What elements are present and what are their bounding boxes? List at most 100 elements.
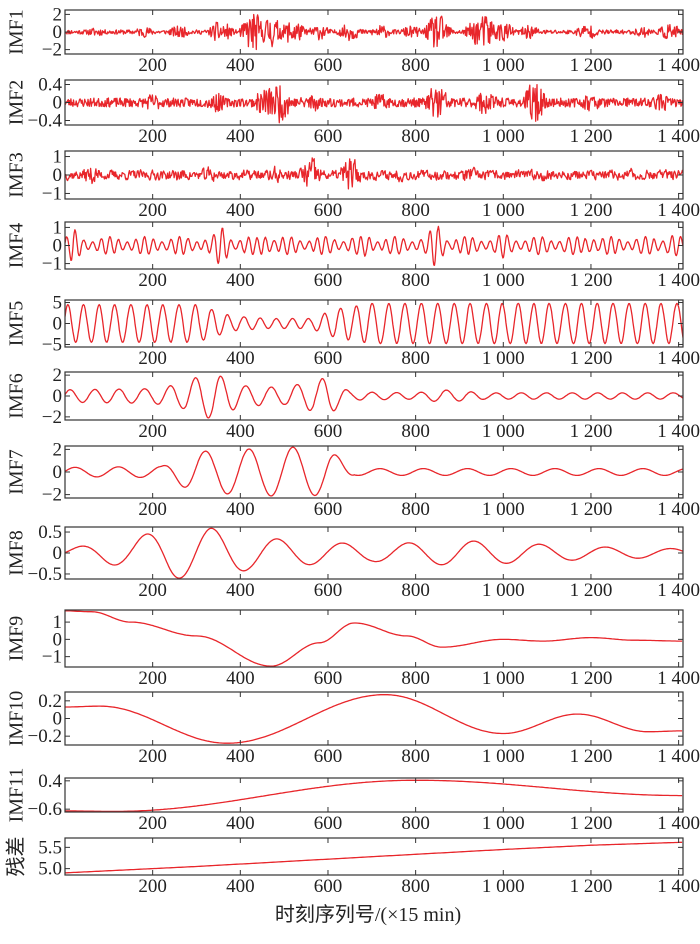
y-tick-label: 1 xyxy=(53,612,63,633)
y-tick-label: 0.4 xyxy=(38,75,62,96)
y-axis-label: IMF6 xyxy=(6,373,28,419)
y-axis-label: IMF7 xyxy=(6,449,28,495)
series-line-12 xyxy=(65,841,683,874)
x-tick-label: 600 xyxy=(314,813,343,834)
x-tick-label: 400 xyxy=(226,668,255,689)
y-tick-label: −1 xyxy=(42,647,62,668)
x-tick-label: 1 400 xyxy=(657,421,700,442)
x-tick-label: 800 xyxy=(401,499,430,520)
subplot-6: 200 400 600 800 1 000 1 200 1 400 20−2 IMF6 xyxy=(6,365,700,442)
x-tick-label: 200 xyxy=(138,55,167,76)
x-tick-label: 200 xyxy=(138,348,167,369)
subplot-4: 200 400 600 800 1 000 1 200 1 400 10−1 IMF4 xyxy=(6,217,700,291)
x-tick-label: 1 200 xyxy=(570,499,613,520)
x-tick-label: 1 000 xyxy=(482,668,525,689)
y-tick-label: 1 xyxy=(53,147,63,168)
subplot-9: 200 400 600 800 1 000 1 200 1 400 10−1 IMF9 xyxy=(6,609,700,689)
x-tick-label: 1 200 xyxy=(570,668,613,689)
x-tick-label: 1 200 xyxy=(570,746,613,767)
x-tick-label: 1 400 xyxy=(657,746,700,767)
x-tick-label: 600 xyxy=(314,876,343,897)
x-tick-label: 1 400 xyxy=(657,668,700,689)
y-tick-label: −0.5 xyxy=(28,564,62,585)
x-tick-label: 1 200 xyxy=(570,55,613,76)
x-tick-label: 600 xyxy=(314,200,343,221)
y-tick-label: 5.0 xyxy=(38,859,62,880)
x-tick-label: 600 xyxy=(314,270,343,291)
x-tick-label: 400 xyxy=(226,746,255,767)
x-tick-label: 1 200 xyxy=(570,580,613,601)
x-tick-label: 1 400 xyxy=(657,499,700,520)
x-tick-label: 1 000 xyxy=(482,746,525,767)
y-tick-label: −0.2 xyxy=(28,726,62,747)
x-tick-label: 1 200 xyxy=(570,813,613,834)
subplot-1: 200 400 600 800 1 000 1 200 1 400 20−2 IMF1 xyxy=(6,4,700,76)
y-tick-label: 0 xyxy=(53,22,63,43)
y-axis-label: IMF4 xyxy=(6,223,28,269)
x-tick-label: 1 400 xyxy=(657,876,700,897)
series-line-9 xyxy=(65,610,683,667)
x-tick-label: 400 xyxy=(226,499,255,520)
plot-frame xyxy=(64,691,684,746)
x-tick-label: 1 000 xyxy=(482,200,525,221)
y-tick-label: −1 xyxy=(42,183,62,204)
x-tick-label: 1 000 xyxy=(482,813,525,834)
subplot-12: 200 400 600 800 1 000 1 200 1 400 5.55.0 残差 xyxy=(5,837,700,898)
x-tick-label: 800 xyxy=(401,126,430,147)
series-line-8 xyxy=(65,527,683,579)
y-tick-label: 0.5 xyxy=(38,522,62,543)
y-tick-label: 0 xyxy=(53,543,63,564)
y-axis-label: IMF3 xyxy=(6,152,28,198)
subplot-7: 200 400 600 800 1 000 1 200 1 400 20−2 IMF7 xyxy=(6,439,700,520)
x-tick-label: 400 xyxy=(226,421,255,442)
y-tick-label: 0 xyxy=(53,314,63,335)
y-tick-label: 0 xyxy=(53,236,63,257)
x-tick-label: 400 xyxy=(226,813,255,834)
x-tick-label: 600 xyxy=(314,580,343,601)
y-tick-label: 5 xyxy=(53,293,63,314)
plot-frame xyxy=(64,837,684,876)
x-tick-label: 400 xyxy=(226,876,255,897)
y-tick-label: 0 xyxy=(53,386,63,407)
x-tick-label: 1 200 xyxy=(570,421,613,442)
x-tick-label: 1 000 xyxy=(482,876,525,897)
y-tick-label: 0 xyxy=(53,462,63,483)
y-tick-label: 5.5 xyxy=(38,837,62,858)
x-tick-label: 600 xyxy=(314,55,343,76)
x-tick-label: 1 200 xyxy=(570,200,613,221)
x-tick-label: 600 xyxy=(314,421,343,442)
series-line-3 xyxy=(65,157,683,190)
x-tick-label: 1 000 xyxy=(482,55,525,76)
y-tick-label: 0 xyxy=(53,629,63,650)
x-tick-label: 400 xyxy=(226,55,255,76)
x-tick-label: 1 200 xyxy=(570,270,613,291)
series-line-4 xyxy=(65,225,683,266)
x-tick-label: 400 xyxy=(226,200,255,221)
x-tick-label: 800 xyxy=(401,580,430,601)
x-tick-label: 1 200 xyxy=(570,348,613,369)
x-tick-label: 200 xyxy=(138,876,167,897)
y-axis-label: IMF9 xyxy=(6,616,28,662)
series-line-6 xyxy=(65,375,683,419)
y-axis-label: 残差 xyxy=(5,837,28,877)
x-tick-label: 800 xyxy=(401,55,430,76)
x-tick-label: 800 xyxy=(401,270,430,291)
series-line-2 xyxy=(65,84,683,124)
subplot-3: 200 400 600 800 1 000 1 200 1 400 10−1 IMF3 xyxy=(6,147,700,221)
x-tick-label: 600 xyxy=(314,668,343,689)
x-tick-label: 1 200 xyxy=(570,126,613,147)
y-axis-label: IMF1 xyxy=(6,9,28,55)
y-tick-label: 2 xyxy=(53,4,63,25)
series-line-1 xyxy=(65,13,683,51)
x-tick-label: 200 xyxy=(138,270,167,291)
plot-frame xyxy=(64,221,684,270)
x-tick-label: 1 400 xyxy=(657,55,700,76)
x-tick-label: 400 xyxy=(226,580,255,601)
x-tick-label: 1 400 xyxy=(657,126,700,147)
x-axis-label: 时刻序列号/(×15 min) xyxy=(275,903,461,926)
x-tick-label: 200 xyxy=(138,813,167,834)
y-tick-label: −2 xyxy=(42,407,62,428)
x-tick-label: 1 400 xyxy=(657,270,700,291)
